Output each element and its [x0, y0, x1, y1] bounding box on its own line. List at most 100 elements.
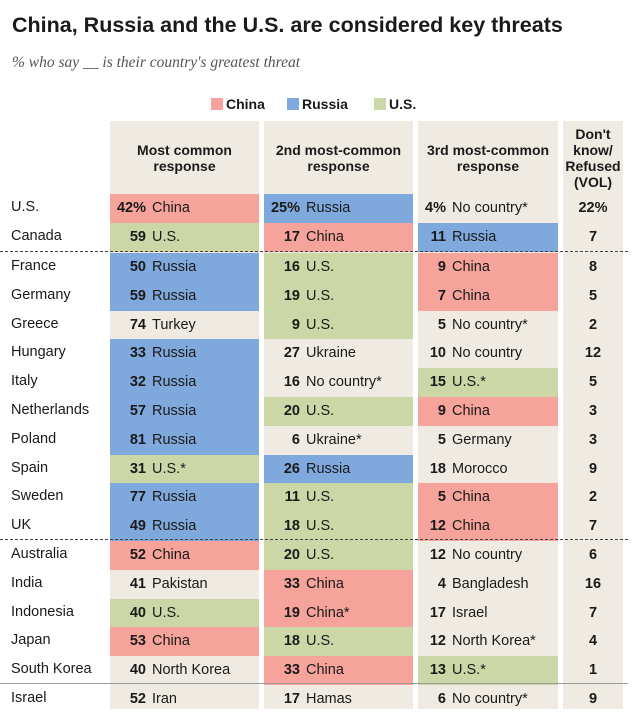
column-header-second: 2nd most-common response	[275, 141, 402, 174]
response-value: 11	[430, 228, 446, 245]
country-label: Poland	[11, 430, 57, 447]
response-cell: 6 No country*	[418, 685, 558, 714]
response-value: 49	[129, 518, 146, 535]
dont-know-value: 1	[588, 662, 598, 679]
response-label: Turkey	[152, 316, 196, 333]
response-value: 9	[437, 259, 446, 275]
dont-know-value: 5	[588, 374, 598, 391]
response-cell: 42% China	[110, 194, 259, 223]
dont-know-value: 16	[584, 575, 602, 592]
response-label: U.S.	[306, 633, 335, 650]
country-label: Germany	[11, 286, 71, 303]
response-label: U.S.*	[452, 374, 486, 391]
response-value: 11	[284, 489, 300, 506]
response-cell: 17 Hamas	[264, 685, 413, 714]
response-label: Russia	[306, 460, 351, 477]
response-label: Pakistan	[152, 575, 208, 592]
response-cell: 11 Russia	[418, 222, 558, 252]
response-cell: 18 Morocco	[418, 455, 558, 484]
response-label: China	[152, 547, 190, 563]
country-label: Indonesia	[11, 603, 74, 620]
response-cell: 19 U.S.	[264, 281, 413, 311]
response-label: U.S.	[306, 403, 335, 419]
response-value: 4%	[425, 200, 446, 216]
response-cell: 9 China	[418, 253, 558, 282]
response-value: 7	[437, 287, 446, 304]
response-cell: 59 U.S.	[110, 222, 259, 252]
dont-know-value: 6	[588, 547, 598, 563]
response-cell: 20 U.S.	[264, 397, 413, 426]
country-label: U.S.	[11, 199, 40, 215]
response-value: 42%	[116, 200, 146, 216]
response-value: 57	[129, 403, 146, 419]
response-value: 50	[129, 259, 146, 275]
response-label: Germany	[452, 431, 512, 448]
response-cell: 32 Russia	[110, 368, 259, 397]
response-label: North Korea*	[452, 633, 536, 650]
response-cell: 10 No country	[418, 339, 558, 368]
dont-know-value: 4	[588, 633, 598, 650]
response-value: 52	[129, 547, 146, 563]
response-label: Russia	[152, 259, 197, 275]
response-value: 18	[429, 460, 446, 477]
response-cell: 18 U.S.	[264, 512, 413, 541]
column-header-third: 3rd most-common response	[426, 141, 550, 174]
response-cell: 16 U.S.	[264, 253, 413, 282]
response-label: North Korea	[152, 662, 231, 679]
response-label: No country	[452, 345, 523, 362]
country-label: Spain	[11, 459, 49, 476]
response-value: 33	[283, 662, 300, 679]
response-label: Bangladesh	[452, 575, 529, 592]
response-label: Morocco	[452, 460, 508, 477]
dont-know-value: 7	[588, 228, 598, 245]
response-label: No country*	[452, 691, 528, 707]
response-label: U.S.	[306, 259, 335, 275]
response-cell: 7 China	[418, 281, 558, 311]
response-value: 32	[129, 374, 146, 391]
legend-item-us: U.S.	[374, 96, 416, 112]
response-value: 16	[283, 374, 300, 391]
response-cell: 6 Ukraine*	[264, 426, 413, 455]
response-value: 74	[129, 316, 146, 333]
response-cell: 53 China	[110, 627, 259, 657]
response-value: 5	[437, 316, 446, 333]
response-cell: 5 No country*	[418, 311, 558, 340]
response-cell: 19 China*	[264, 598, 413, 628]
response-value: 17	[283, 228, 300, 245]
response-cell: 11 U.S.	[264, 483, 413, 513]
response-value: 18	[283, 633, 300, 650]
country-label: South Korea	[11, 661, 92, 678]
response-value: 5	[437, 431, 446, 448]
response-cell: 4 Bangladesh	[418, 570, 558, 599]
response-label: China	[452, 287, 490, 304]
response-cell: 16 No country*	[264, 368, 413, 397]
response-label: China	[306, 575, 344, 592]
legend-item-russia: Russia	[287, 96, 348, 112]
response-value: 12	[429, 633, 446, 650]
response-value: 15	[429, 374, 446, 391]
response-label: China	[306, 662, 344, 679]
response-cell: 81 Russia	[110, 425, 259, 455]
response-label: U.S.	[152, 228, 181, 245]
legend-label-us: U.S.	[389, 96, 417, 112]
legend-swatch-china	[211, 98, 223, 110]
dont-know-value: 22%	[578, 200, 608, 216]
dont-know-value: 9	[588, 691, 598, 707]
response-cell: 33 China	[264, 569, 413, 599]
legend-label-china: China	[226, 96, 265, 112]
dont-know-value: 2	[588, 489, 598, 506]
response-cell: 26 Russia	[264, 454, 413, 484]
response-value: 26	[283, 460, 300, 477]
response-label: China	[152, 200, 190, 216]
response-cell: 9 China	[418, 397, 558, 426]
response-cell: 52 China	[110, 541, 259, 570]
country-label: France	[11, 258, 57, 274]
response-value: 40	[129, 662, 146, 679]
response-cell: 27 Ukraine	[264, 339, 413, 368]
dont-know-value: 2	[588, 316, 598, 333]
response-value: 77	[129, 489, 146, 506]
response-label: No country*	[452, 200, 528, 216]
response-label: Ukraine*	[306, 431, 362, 448]
column-header-dont-know: Don't know/ Refused (VOL)	[565, 125, 621, 190]
response-label: U.S.	[306, 287, 335, 304]
